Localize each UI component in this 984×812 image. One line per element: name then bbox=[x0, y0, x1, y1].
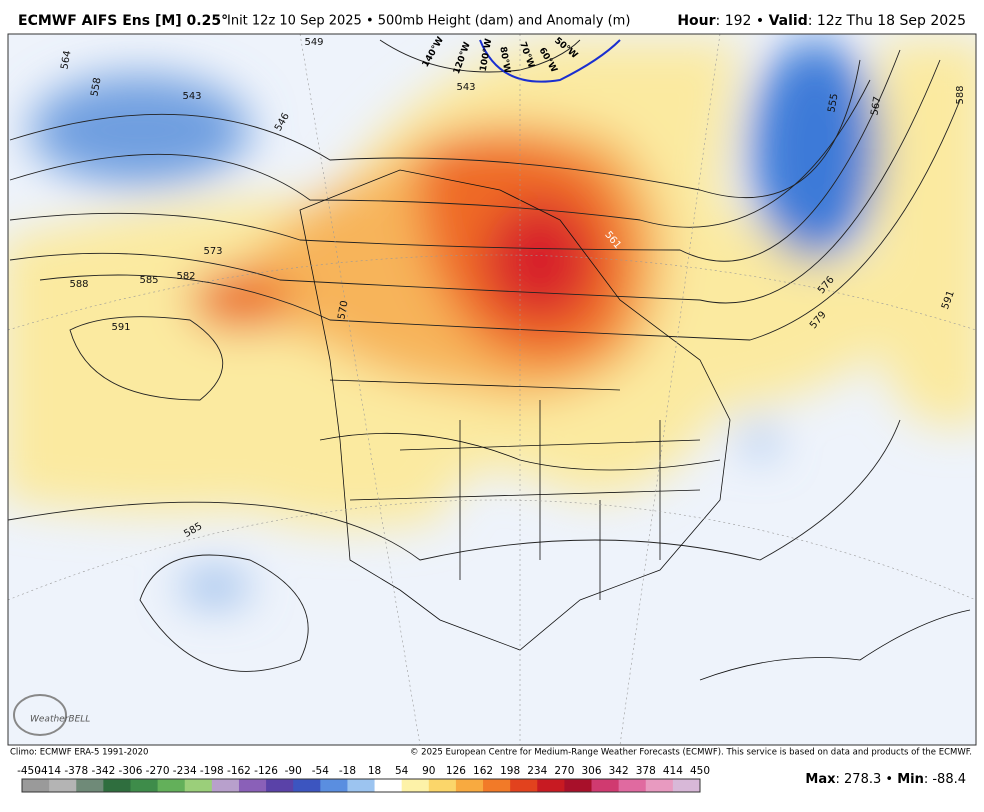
colorbar-frame bbox=[21, 778, 701, 793]
colorbar-segment bbox=[374, 779, 403, 792]
colorbar-tick-label: -126 bbox=[254, 765, 278, 777]
colorbar-segment bbox=[401, 779, 430, 792]
colorbar-segment bbox=[672, 779, 701, 792]
contour-label: 555 bbox=[826, 93, 840, 114]
colorbar-tick-label: -234 bbox=[173, 765, 197, 777]
map-frame bbox=[7, 33, 977, 746]
colorbar-segment bbox=[266, 779, 294, 792]
max-value: : 278.3 • bbox=[836, 772, 898, 787]
copyright: © 2025 European Centre for Medium-Range … bbox=[410, 748, 972, 758]
colorbar-tick-label: -414 bbox=[37, 765, 61, 777]
colorbar-tick-label: -270 bbox=[146, 765, 170, 777]
contour-label: 588 bbox=[955, 85, 966, 104]
colorbar-segment bbox=[483, 779, 511, 792]
model-name: ECMWF AIFS Ens [M] 0.25° bbox=[18, 13, 228, 29]
colorbar-tick-label: 54 bbox=[395, 765, 409, 777]
colorbar-tick-label: -306 bbox=[119, 765, 143, 777]
colorbar-tick-label: 198 bbox=[500, 765, 520, 777]
colorbar: -450-414 -378 -342 -306 -270 -234 -198 -162 -126… bbox=[17, 765, 710, 793]
colorbar-segment bbox=[211, 779, 240, 792]
valid-info: Hour: 192 • Valid: 12z Thu 18 Sep 2025 bbox=[677, 13, 966, 29]
contour-label: 585 bbox=[139, 275, 158, 286]
colorbar-tick-label: -198 bbox=[200, 765, 224, 777]
logo-swirl bbox=[13, 694, 67, 736]
contour-label: 564 bbox=[59, 50, 73, 71]
contour-label: 588 bbox=[69, 279, 88, 290]
colorbar-tick-label: 450 bbox=[690, 765, 710, 777]
colorbar-segment bbox=[645, 779, 674, 792]
max-label: Max bbox=[805, 772, 836, 787]
colorbar-segment bbox=[428, 779, 457, 792]
valid-label: Valid bbox=[769, 13, 808, 29]
colorbar-segment bbox=[22, 779, 50, 792]
colorbar-segment bbox=[537, 779, 565, 792]
colorbar-segment bbox=[455, 779, 484, 792]
colorbar-segment bbox=[157, 779, 186, 792]
contour-label: 591 bbox=[111, 322, 130, 333]
colorbar-tick-label: 90 bbox=[422, 765, 435, 777]
contour-label: 567 bbox=[869, 96, 883, 117]
climo: Climo: ECMWF ERA-5 1991-2020 bbox=[10, 748, 148, 758]
contour-label: 549 bbox=[304, 37, 323, 48]
colorbar-tick-label: -18 bbox=[339, 765, 356, 777]
longitude-label: 80°W bbox=[497, 46, 512, 74]
min-value: : -88.4 bbox=[924, 772, 966, 787]
contour-label: 558 bbox=[89, 77, 103, 98]
colorbar-segment bbox=[103, 779, 131, 792]
colorbar-segment bbox=[347, 779, 376, 792]
valid-value: : 12z Thu 18 Sep 2025 bbox=[808, 13, 966, 29]
colorbar-segment bbox=[510, 779, 538, 792]
contour-label: 543 bbox=[456, 82, 475, 93]
colorbar-tick-label: 306 bbox=[581, 765, 601, 777]
colorbar-tick-label: -90 bbox=[285, 765, 302, 777]
colorbar-segment bbox=[76, 779, 104, 792]
colorbar-tick-label: 270 bbox=[554, 765, 574, 777]
colorbar-tick-label: 414 bbox=[663, 765, 683, 777]
colorbar-segment bbox=[618, 779, 647, 792]
min-label: Min bbox=[897, 772, 924, 787]
colorbar-segment bbox=[564, 779, 593, 792]
contour-label: 582 bbox=[176, 271, 195, 282]
contour-label: 543 bbox=[182, 91, 201, 102]
colorbar-tick-label: 342 bbox=[609, 765, 629, 777]
colorbar-tick-label: -162 bbox=[227, 765, 251, 777]
colorbar-tick-label: -450 bbox=[17, 765, 41, 777]
hour-label: Hour bbox=[677, 13, 715, 29]
hour-value: : 192 • bbox=[716, 13, 769, 29]
colorbar-segment bbox=[130, 779, 159, 792]
colorbar-segment bbox=[238, 779, 267, 792]
colorbar-tick-label: 126 bbox=[446, 765, 466, 777]
colorbar-tick-label: 378 bbox=[636, 765, 656, 777]
logo: WeatherBELL bbox=[30, 715, 90, 725]
colorbar-tick-label: 162 bbox=[473, 765, 493, 777]
colorbar-tick-label: 234 bbox=[527, 765, 547, 777]
colorbar-tick-label: -378 bbox=[64, 765, 88, 777]
colorbar-segment bbox=[591, 779, 620, 792]
colorbar-tick-label: -54 bbox=[312, 765, 329, 777]
contour-label: 573 bbox=[203, 246, 222, 257]
colorbar-segment bbox=[293, 779, 321, 792]
colorbar-tick-label: 18 bbox=[368, 765, 381, 777]
colorbar-segment bbox=[184, 779, 213, 792]
contour-label: 570 bbox=[336, 300, 350, 321]
max-min: Max: 278.3 • Min: -88.4 bbox=[805, 772, 966, 787]
colorbar-segment bbox=[49, 779, 77, 792]
colorbar-tick-label: -342 bbox=[91, 765, 115, 777]
colorbar-segment bbox=[320, 779, 348, 792]
description: Init 12z 10 Sep 2025 • 500mb Height (dam… bbox=[227, 14, 630, 29]
